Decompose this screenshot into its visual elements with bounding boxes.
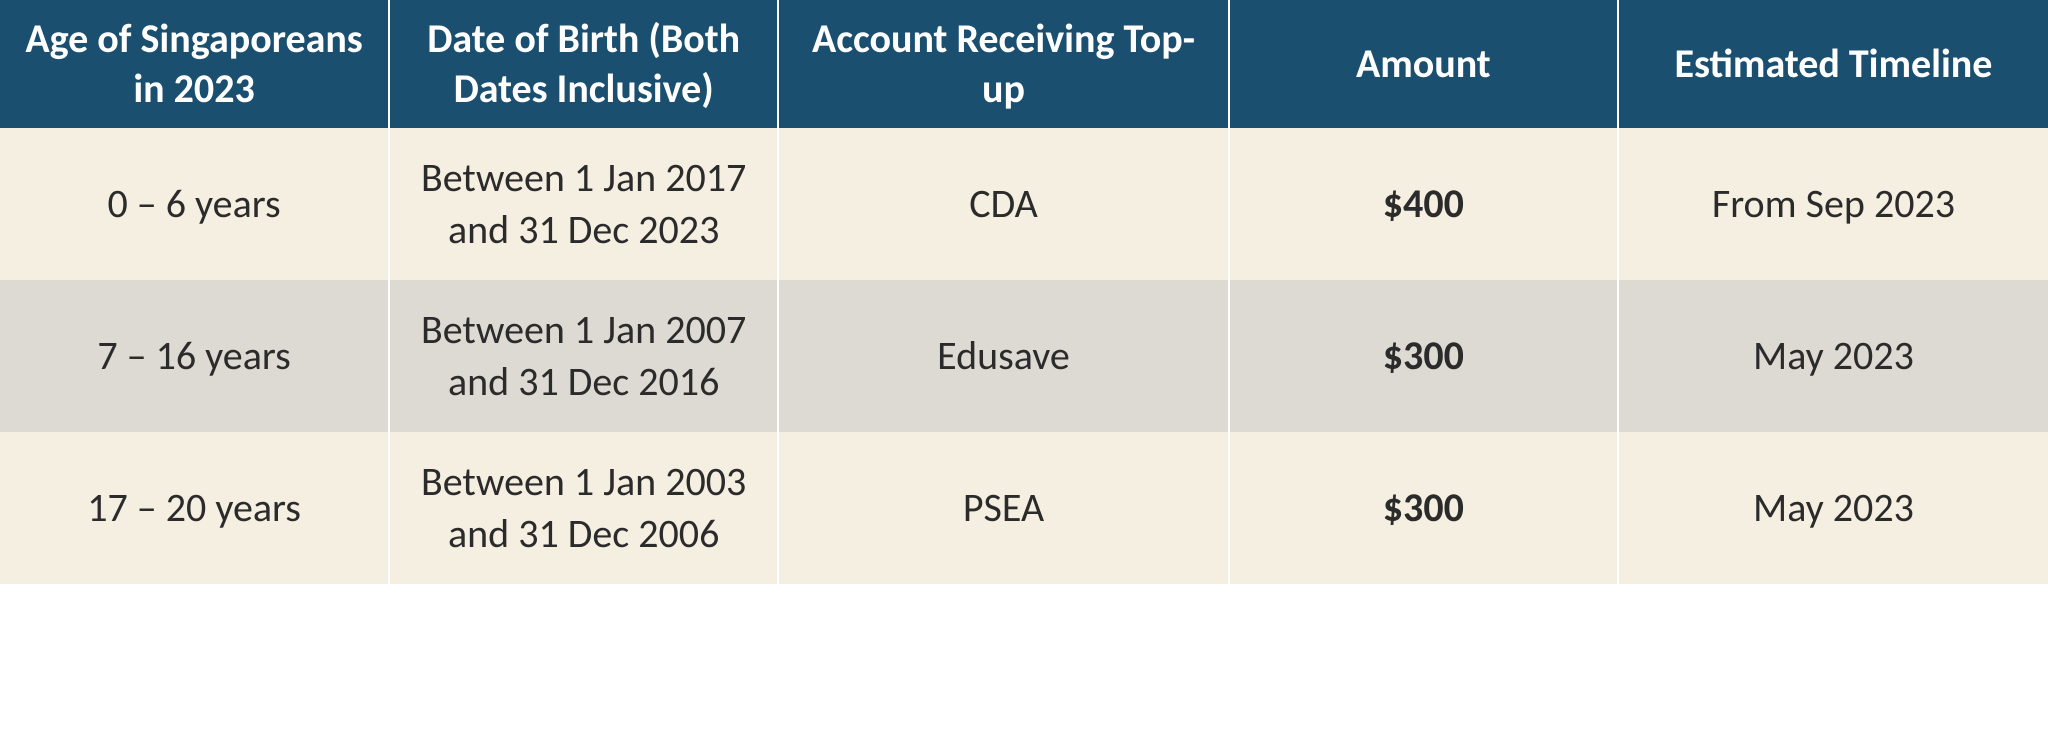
cell-age: 7 – 16 years: [0, 280, 389, 432]
table-head: Age of Singaporeans in 2023 Date of Birt…: [0, 0, 2048, 128]
cell-age: 17 – 20 years: [0, 432, 389, 584]
header-age: Age of Singaporeans in 2023: [0, 0, 389, 128]
cell-timeline: May 2023: [1618, 432, 2048, 584]
cell-timeline: May 2023: [1618, 280, 2048, 432]
cell-account: PSEA: [778, 432, 1229, 584]
topup-table: Age of Singaporeans in 2023 Date of Birt…: [0, 0, 2048, 584]
table-row: 7 – 16 years Between 1 Jan 2007 and 31 D…: [0, 280, 2048, 432]
cell-dob: Between 1 Jan 2003 and 31 Dec 2006: [389, 432, 778, 584]
cell-dob: Between 1 Jan 2007 and 31 Dec 2016: [389, 280, 778, 432]
table-body: 0 – 6 years Between 1 Jan 2017 and 31 De…: [0, 128, 2048, 584]
cell-amount: $300: [1229, 432, 1618, 584]
cell-amount: $300: [1229, 280, 1618, 432]
header-amount: Amount: [1229, 0, 1618, 128]
header-dob: Date of Birth (Both Dates Inclusive): [389, 0, 778, 128]
header-timeline: Estimated Timeline: [1618, 0, 2048, 128]
header-account: Account Receiving Top-up: [778, 0, 1229, 128]
table-row: 0 – 6 years Between 1 Jan 2017 and 31 De…: [0, 128, 2048, 280]
header-row: Age of Singaporeans in 2023 Date of Birt…: [0, 0, 2048, 128]
cell-account: CDA: [778, 128, 1229, 280]
cell-timeline: From Sep 2023: [1618, 128, 2048, 280]
cell-amount: $400: [1229, 128, 1618, 280]
topup-table-container: Age of Singaporeans in 2023 Date of Birt…: [0, 0, 2048, 584]
cell-account: Edusave: [778, 280, 1229, 432]
cell-age: 0 – 6 years: [0, 128, 389, 280]
cell-dob: Between 1 Jan 2017 and 31 Dec 2023: [389, 128, 778, 280]
table-row: 17 – 20 years Between 1 Jan 2003 and 31 …: [0, 432, 2048, 584]
